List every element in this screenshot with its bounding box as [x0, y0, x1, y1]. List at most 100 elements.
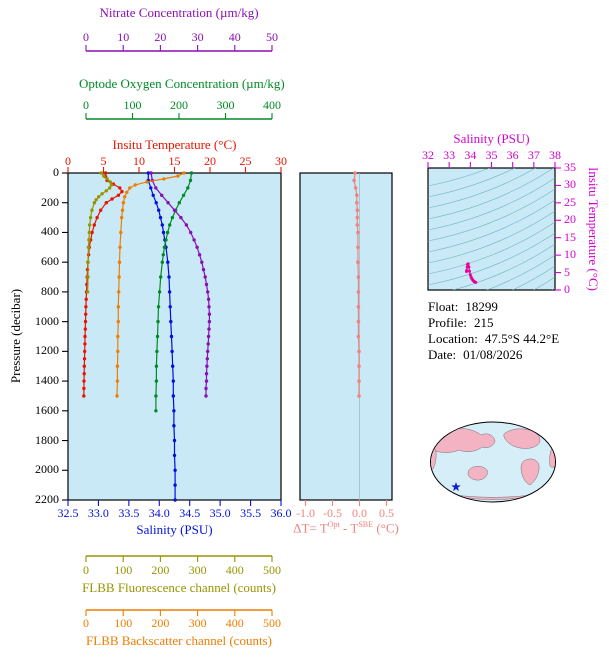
oxygen-profile-marker: [154, 394, 158, 398]
ts-curve-marker: [474, 280, 478, 284]
backscatter-profile-marker: [116, 334, 120, 339]
backscatter-profile-marker: [128, 186, 132, 190]
ts-curve-marker: [466, 262, 470, 266]
nitrate-profile-marker: [204, 282, 209, 287]
float-location-star: [451, 482, 461, 492]
temperature-profile-marker: [84, 297, 88, 301]
fluorescence-profile-marker: [88, 223, 92, 227]
fluorescence-profile-marker: [102, 174, 106, 178]
nitrate-profile-marker: [205, 364, 209, 368]
ts-curve-marker: [467, 265, 471, 269]
fluorescence-profile-marker: [86, 260, 90, 264]
float-id-value: 18299: [465, 299, 498, 314]
pressure-axis-label: Pressure (decibar): [8, 288, 23, 384]
backscatter-profile-marker: [125, 190, 129, 194]
oxygen-profile-marker: [156, 305, 161, 309]
nitrate-profile-marker: [207, 312, 212, 316]
salinity-profile-marker: [154, 201, 158, 205]
backscatter-profile-marker: [162, 177, 166, 181]
delta-t-profile-marker: [357, 349, 361, 354]
salinity-profile-marker: [160, 223, 164, 227]
salinity-profile-marker: [173, 498, 177, 502]
salinity-profile-marker: [151, 193, 155, 197]
fluorescence-profile-marker: [90, 208, 94, 212]
date-line: Date: 01/08/2026: [428, 347, 559, 363]
backscatter-profile-marker: [176, 174, 180, 178]
delta-t-profile-marker: [355, 223, 360, 227]
backscatter-profile-marker: [116, 305, 121, 309]
delta-t-axis-title: ΔT= TOpt - TSBE (°C): [266, 520, 426, 536]
delta-t-profile-marker: [356, 319, 361, 324]
delta-t-title-part: (°C): [373, 520, 399, 536]
backscatter-profile-marker: [117, 290, 121, 294]
isopycnal-contour: [428, 188, 555, 242]
nitrate-profile-marker: [166, 201, 170, 205]
nitrate-profile-marker: [206, 297, 211, 301]
world-map: [430, 421, 556, 503]
backscatter-profile-marker: [117, 260, 122, 264]
salinity-profile-marker: [158, 215, 163, 220]
temperature-profile-marker: [82, 364, 87, 368]
backscatter-profile-marker: [116, 319, 121, 324]
delta-t-profile-marker: [353, 171, 358, 175]
nitrate-profile-marker: [154, 186, 158, 190]
ts-salinity-axis-title: Salinity (PSU): [453, 131, 530, 146]
isopycnal-contour: [428, 221, 555, 275]
backscatter-profile-marker: [117, 275, 121, 279]
isopycnal-contour: [428, 177, 555, 231]
oxygen-profile-marker: [177, 201, 181, 205]
nitrate-profile-marker: [172, 208, 177, 212]
float-id-line: Float: 18299: [428, 299, 559, 315]
ts-diagram-area: [427, 167, 556, 291]
fluorescence-profile-marker: [105, 177, 109, 181]
delta-t-profile-marker: [355, 200, 359, 205]
salinity-profile-marker: [171, 364, 175, 368]
isopycnal-contour: [428, 199, 555, 253]
oxygen-axis-title: Optode Oxygen Concentration (µm/kg): [79, 76, 285, 91]
backscatter-profile-marker: [133, 183, 137, 187]
isopycnal-contour: [428, 232, 555, 286]
fluorescence-profile-marker: [92, 201, 97, 205]
float-id-label: Float:: [428, 299, 459, 314]
ts-curve-marker: [465, 269, 469, 272]
oxygen-profile-marker: [154, 364, 159, 368]
backscatter-profile-marker: [121, 201, 126, 205]
isopycnal-contour: [533, 276, 555, 290]
temperature-profile-marker: [99, 208, 103, 212]
backscatter-profile-marker: [118, 245, 122, 249]
salinity-profile-marker: [171, 379, 175, 383]
temperature-profile-marker: [118, 186, 122, 190]
temperature-profile-marker: [82, 379, 86, 383]
temperature-profile-marker: [82, 357, 87, 361]
nitrate-profile-marker: [206, 342, 210, 346]
fluorescence-profile-marker: [100, 192, 104, 196]
salinity-profile-marker: [169, 334, 174, 339]
nitrate-profile-marker: [197, 253, 202, 257]
temperature-profile-marker: [83, 327, 88, 331]
nitrate-profile-marker: [205, 357, 209, 361]
salinity-profile-marker: [166, 260, 170, 264]
delta-t-profile-marker: [355, 208, 360, 212]
temperature-profile-marker: [120, 189, 124, 194]
oxygen-profile-marker: [165, 230, 170, 235]
profile-number-line: Profile: 215: [428, 315, 559, 331]
backscatter-axis-title: FLBB Backscatter channel (counts): [86, 633, 272, 648]
delta-t-profile-marker: [356, 290, 361, 294]
backscatter-profile-marker: [115, 394, 119, 398]
date-label: Date:: [428, 347, 457, 362]
temperature-profile-marker: [82, 372, 86, 376]
temperature-profile-marker: [84, 312, 88, 316]
fluorescence-profile-marker: [94, 198, 98, 202]
fluorescence-profile-marker: [88, 215, 93, 220]
delta-t-profile-marker: [352, 178, 356, 183]
delta-t-title-sup-opt: Opt: [327, 520, 340, 529]
fluorescence-profile-marker: [108, 180, 112, 184]
salinity-profile-marker: [168, 305, 172, 309]
delta-t-profile-marker: [353, 186, 358, 190]
temperature-profile-marker: [103, 171, 108, 175]
delta-t-profile-marker: [356, 305, 361, 309]
nitrate-axis-title: Nitrate Concentration (µm/kg): [99, 5, 259, 20]
nitrate-profile-marker: [206, 349, 210, 354]
oxygen-profile-marker: [168, 223, 172, 227]
salinity-profile-marker: [149, 186, 153, 190]
